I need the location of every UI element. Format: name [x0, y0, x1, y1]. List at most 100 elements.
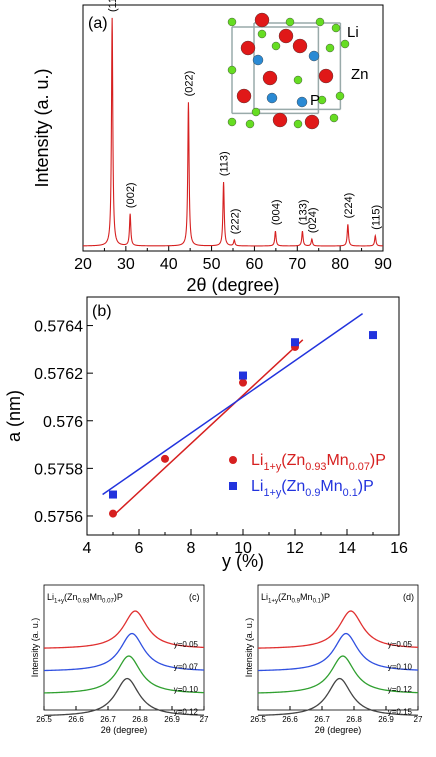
b-xtick-label: 6	[135, 540, 144, 557]
b-legend-marker-1	[229, 482, 237, 490]
panel-d-title-mid2: Mn	[300, 592, 313, 602]
b-legend-label-1-mid: (Zn	[281, 478, 305, 495]
inset-atom	[266, 92, 278, 104]
panel-c-curve-0	[43, 610, 205, 649]
panel-b-label: (b)	[92, 303, 112, 320]
panel-a-ylabel: Intensity (a. u.)	[32, 68, 52, 187]
panel-c-curve-3	[43, 677, 205, 717]
inset-atom	[285, 17, 295, 27]
b-ytick-label: 0.5762	[34, 366, 83, 383]
inset-atom	[317, 95, 327, 105]
panel-d-ylabel: Intensity (a. u.)	[244, 618, 254, 678]
b-legend-label-0-sub2: 0.93	[305, 461, 326, 473]
panel-c-title: Li1+y(Zn0.93Mn0.07)P	[47, 592, 123, 605]
panel-a-xlabel: 2θ (degree)	[186, 275, 279, 295]
inset-legend-p: P	[310, 92, 320, 109]
inset-atom	[227, 17, 237, 27]
b-point-square	[369, 331, 377, 340]
crystal-structure-inset	[227, 12, 350, 130]
inset-atom	[335, 91, 345, 101]
b-xtick-label: 14	[338, 540, 356, 557]
a-peak-label: (111)	[107, 0, 119, 12]
a-xtick-label: 40	[160, 256, 178, 273]
panel-d-series-label-2: y=0.12	[388, 685, 413, 694]
panel-d-title-end: )P	[321, 592, 330, 602]
inset-atom	[252, 54, 264, 66]
panel-d-xtick-label: 26.9	[378, 715, 394, 724]
panel-c-xtick-label: 26.9	[164, 715, 180, 724]
panel-d-title-sub2: 0.9	[292, 598, 301, 605]
panel-c-xtick-label: 26.6	[68, 715, 84, 724]
panel-c-ylabel: Intensity (a. u.)	[30, 618, 40, 678]
a-peak-label: (133)	[297, 199, 309, 225]
inset-atom	[254, 12, 270, 28]
panel-d-series-label-1: y=0.10	[388, 663, 413, 672]
panel-d-title-main: Li	[261, 592, 268, 602]
b-xtick-label: 4	[83, 540, 92, 557]
inset-atom	[236, 88, 252, 104]
b-ytick-label: 0.5756	[34, 509, 83, 526]
panel-a-label: (a)	[88, 15, 108, 32]
panel-c-label: (c)	[189, 592, 200, 602]
b-ytick-label: 0.5764	[34, 319, 83, 336]
panel-d-title-sub3: 0.1	[313, 598, 322, 605]
panel-c-title-mid: (Zn	[64, 592, 78, 602]
a-peak-label: (024)	[307, 207, 319, 233]
a-xtick-label: 70	[288, 256, 306, 273]
b-legend-label-1-sub1: 1+y	[263, 487, 281, 499]
b-xtick-label: 16	[390, 540, 408, 557]
panel-c-title-mid2: Mn	[89, 592, 102, 602]
b-legend-label-0-main: Li	[251, 452, 263, 469]
a-xtick-label: 90	[374, 256, 392, 273]
inset-atom	[227, 65, 237, 75]
b-xtick-label: 12	[286, 540, 304, 557]
inset-atom	[318, 68, 334, 84]
panel-d-xtick-label: 26.7	[314, 715, 330, 724]
inset-atom	[325, 43, 335, 53]
panel-b-ylabel: a (nm)	[4, 390, 24, 442]
inset-atom	[251, 107, 261, 117]
b-legend-label-0: Li1+y(Zn0.93Mn0.07)P	[251, 452, 386, 473]
b-legend-label-1-sub3: 0.1	[343, 487, 358, 499]
panel-d-xtick-label: 26.8	[346, 715, 362, 724]
inset-atom	[331, 23, 341, 33]
inset-atom	[304, 114, 320, 130]
panel-c-xtick-label: 26.8	[132, 715, 148, 724]
b-fit-line-0	[112, 339, 304, 517]
b-legend-label-1-sub2: 0.9	[305, 487, 320, 499]
panel-d-curve-2	[257, 655, 419, 694]
inset-atom	[296, 96, 308, 108]
b-xtick-label: 8	[187, 540, 196, 557]
inset-atom	[292, 38, 308, 54]
panel-c-title-sub1: 1+y	[54, 598, 65, 605]
b-point-square	[239, 371, 247, 380]
panel-c-curve-2	[43, 655, 205, 694]
panel-c-series-label-3: y=0.12	[174, 708, 199, 717]
panel-b-lattice-constant: (b) a (nm) y (%) 4 6 8 10 12 14 16 0.5756 0.5758…	[4, 296, 408, 571]
panel-c-series-label-1: y=0.07	[174, 663, 199, 672]
panel-b-xlabel: y (%)	[222, 551, 264, 571]
a-peak-label: (224)	[343, 193, 355, 219]
a-xtick-label: 20	[74, 256, 92, 273]
a-xtick-label: 60	[246, 256, 264, 273]
panel-d-title: Li1+y(Zn0.9Mn0.1)P	[261, 592, 330, 605]
b-legend-label-0-sub3: 0.07	[349, 461, 370, 473]
inset-atom	[293, 75, 303, 85]
a-peak-label: (002)	[125, 182, 137, 208]
inset-atom	[329, 113, 339, 123]
a-peak-label: (113)	[219, 151, 231, 176]
inset-atom	[340, 39, 350, 49]
b-ytick-label: 0.5758	[34, 461, 83, 478]
panel-b-frame	[86, 296, 400, 536]
b-point-square	[109, 490, 117, 499]
b-legend-marker-0	[229, 456, 237, 464]
panel-d-xtick-label: 26.5	[250, 715, 266, 724]
panel-d-series-label-3: y=0.15	[388, 708, 413, 717]
a-peak-label: (022)	[183, 71, 195, 97]
panel-a-xrd-pattern: (a) Intensity (a. u.) 2θ (degree) 20 30 40…	[32, 0, 392, 295]
panel-d-xtick-label: 27	[414, 715, 423, 724]
a-peak-label: (004)	[270, 199, 282, 225]
panel-c-title-end: )P	[114, 592, 123, 602]
inset-atom	[293, 119, 303, 129]
